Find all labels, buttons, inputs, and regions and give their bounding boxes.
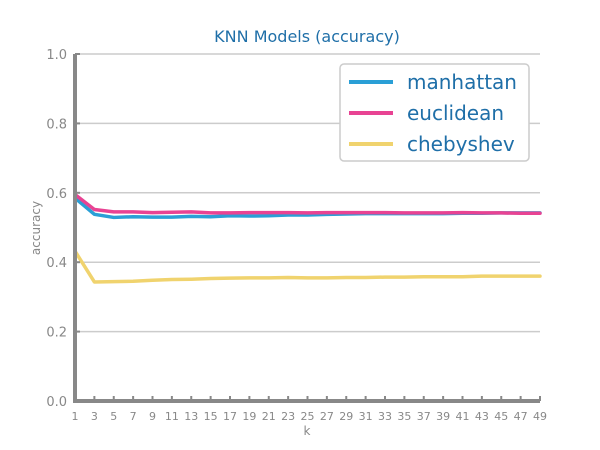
series-line-euclidean	[73, 192, 542, 216]
x-tick-label: 39	[436, 410, 450, 423]
x-tick-label: 13	[184, 410, 198, 423]
x-tick-label: 23	[281, 410, 295, 423]
legend: manhattan euclidean chebyshev	[339, 63, 530, 162]
x-tick-label: 27	[320, 410, 334, 423]
x-tick-label: 47	[514, 410, 528, 423]
x-tick-label: 7	[130, 410, 137, 423]
x-axis-label: k	[304, 424, 311, 438]
x-tick-label: 17	[223, 410, 237, 423]
x-tick-label: 29	[339, 410, 353, 423]
x-tick-label: 49	[533, 410, 547, 423]
x-tick-label: 25	[301, 410, 315, 423]
x-tick-label: 5	[110, 410, 117, 423]
x-tick-label: 19	[242, 410, 256, 423]
x-tick-label: 21	[262, 410, 276, 423]
y-tick-label: 1.0	[46, 48, 67, 63]
x-tick-label: 33	[378, 410, 392, 423]
x-tick-label: 45	[494, 410, 508, 423]
y-tick-label: 0.8	[46, 117, 67, 132]
x-tick-label: 3	[91, 410, 98, 423]
y-tick-label: 0.0	[46, 395, 67, 410]
x-tick-label: 31	[359, 410, 373, 423]
chart-title: KNN Models (accuracy)	[214, 27, 400, 46]
legend-label-euclidean: euclidean	[407, 101, 504, 125]
series-lines	[73, 192, 542, 284]
x-tick-label: 37	[417, 410, 431, 423]
x-tick-label: 15	[204, 410, 218, 423]
legend-label-chebyshev: chebyshev	[407, 132, 515, 156]
legend-box	[339, 63, 530, 162]
legend-label-manhattan: manhattan	[407, 70, 517, 94]
x-tick-label: 41	[456, 410, 470, 423]
x-tick-label: 1	[72, 410, 79, 423]
y-tick-labels: 0.0 0.2 0.4 0.6 0.8 1.0	[46, 48, 80, 410]
x-tick-label: 35	[397, 410, 411, 423]
y-tick-label: 0.6	[46, 187, 67, 202]
x-tick-labels: 1 3 5 7 9 11 13 15 17 19 21 23 25 27 29 31 33 35 37 39 41 43 4…	[72, 396, 547, 423]
y-axis-label: accuracy	[29, 201, 43, 255]
x-tick-label: 43	[475, 410, 489, 423]
series-line-chebyshev	[73, 249, 542, 284]
y-tick-label: 0.4	[46, 256, 67, 271]
x-tick-label: 9	[149, 410, 156, 423]
y-tick-label: 0.2	[46, 326, 67, 341]
x-tick-label: 11	[165, 410, 179, 423]
